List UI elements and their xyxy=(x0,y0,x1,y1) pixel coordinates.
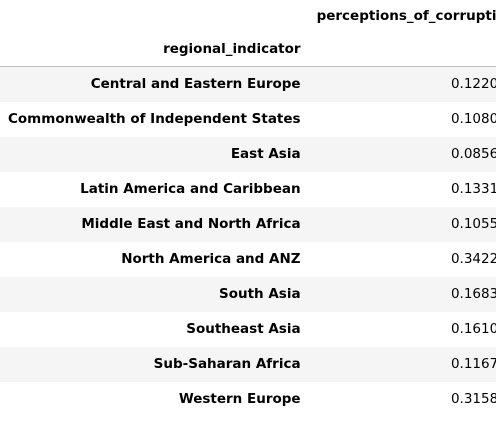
row-index-label: Commonwealth of Independent States xyxy=(8,111,301,127)
row-index-label: Southeast Asia xyxy=(186,321,301,337)
row-index-label: Central and Eastern Europe xyxy=(90,76,301,93)
table-row: Middle East and North Africa 0.105556 xyxy=(0,206,496,242)
row-index-label: Latin America and Caribbean xyxy=(80,181,301,197)
row-value-cell: 0.342250 xyxy=(450,251,496,267)
row-value-cell: 0.122056 xyxy=(450,76,496,93)
row-index-label: Middle East and North Africa xyxy=(81,216,301,232)
table-row: Sub-Saharan Africa 0.116706 xyxy=(0,346,496,382)
table-row: South Asia 0.168333 xyxy=(0,276,496,312)
row-index-label: East Asia xyxy=(230,146,301,162)
row-index-label: Sub-Saharan Africa xyxy=(153,356,301,372)
row-index-label: North America and ANZ xyxy=(121,251,301,267)
header-blank-cell xyxy=(0,0,309,32)
table-row: Western Europe 0.315850 xyxy=(0,381,496,417)
table-row: Central and Eastern Europe 0.122056 xyxy=(0,66,496,102)
row-value-cell: 0.105556 xyxy=(450,216,496,232)
row-value-cell: 0.108083 xyxy=(450,111,496,127)
table-row: Southeast Asia 0.161000 xyxy=(0,311,496,347)
column-header-row: perceptions_of_corruption xyxy=(0,0,496,32)
table-row: Latin America and Caribbean 0.133150 xyxy=(0,171,496,207)
index-name-header: regional_indicator xyxy=(0,32,309,67)
table-row: East Asia 0.085600 xyxy=(0,136,496,172)
row-index-label: South Asia xyxy=(218,286,301,302)
row-value-cell: 0.133150 xyxy=(450,181,496,197)
row-value-cell: 0.315850 xyxy=(450,391,496,407)
row-value-cell: 0.116706 xyxy=(450,356,496,372)
column-header-perceptions-of-corruption: perceptions_of_corruption xyxy=(316,8,496,24)
index-name-blank-cell xyxy=(308,32,496,67)
table-row: North America and ANZ 0.342250 xyxy=(0,241,496,277)
row-index-label: Western Europe xyxy=(178,391,301,407)
table-row: Commonwealth of Independent States 0.108… xyxy=(0,101,496,137)
index-name-row: regional_indicator xyxy=(0,32,496,67)
row-value-cell: 0.168333 xyxy=(450,286,496,302)
row-value-cell: 0.085600 xyxy=(450,146,496,162)
row-value-cell: 0.161000 xyxy=(450,321,496,337)
